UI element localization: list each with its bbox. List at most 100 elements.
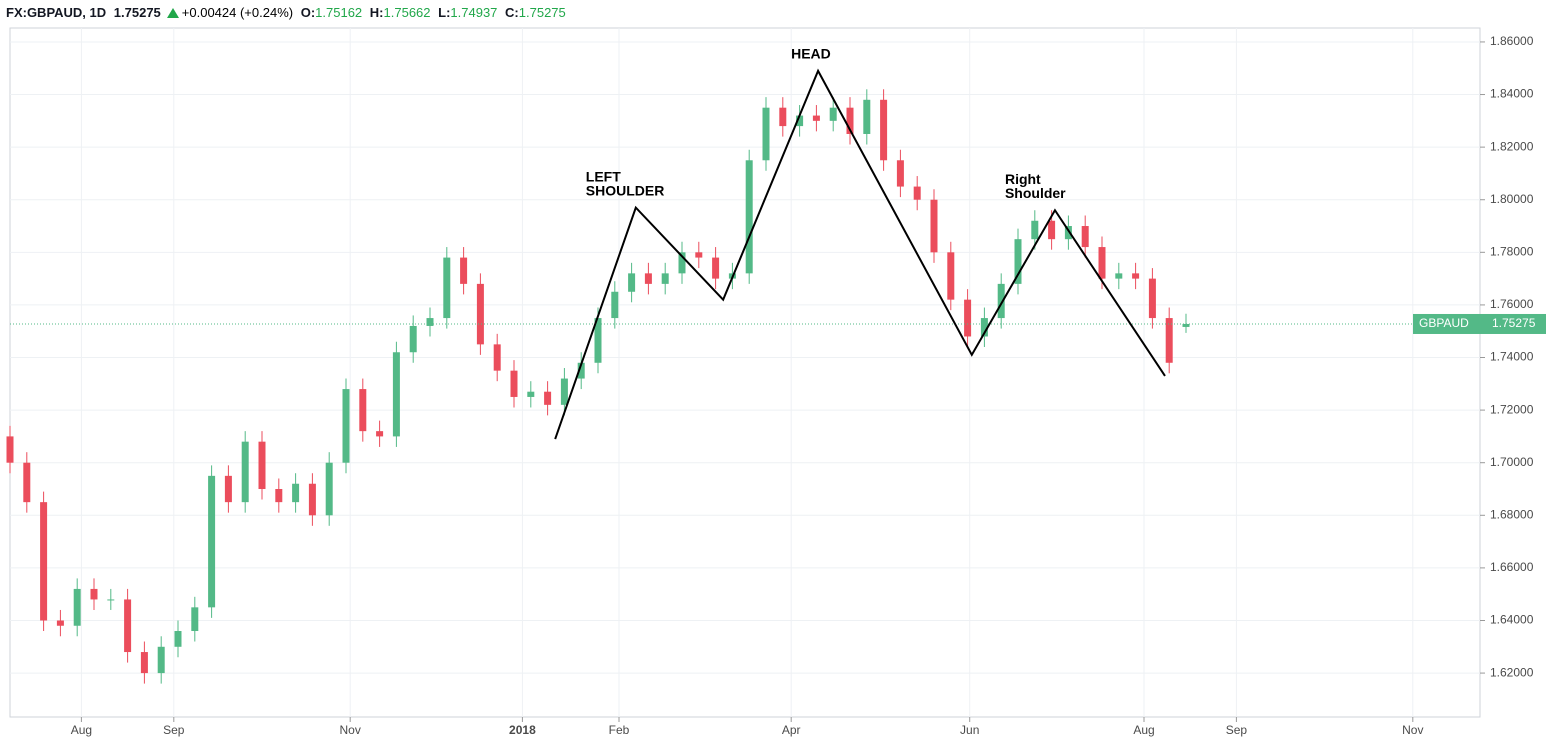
candle-body: [745, 160, 753, 274]
last-price: 1.75275: [113, 5, 161, 20]
candle-body: [342, 389, 350, 463]
candle-body: [426, 318, 434, 326]
candle-body: [964, 299, 972, 337]
close-value: 1.75275: [518, 5, 566, 20]
x-tick-label: Apr: [782, 723, 801, 737]
candle-body: [23, 462, 31, 503]
candle-body: [392, 352, 400, 437]
candle-body: [628, 273, 636, 292]
candle-body: [1031, 220, 1039, 240]
candle-body: [1132, 273, 1140, 279]
candle-body: [1115, 273, 1123, 279]
y-tick-label: 1.64000: [1490, 613, 1534, 627]
candle-body: [325, 462, 333, 516]
candle-body: [124, 599, 132, 653]
candle-body: [644, 273, 652, 284]
candle-body: [812, 115, 820, 121]
candle-body: [292, 483, 300, 503]
open-value: 1.75162: [315, 5, 363, 20]
candle-body: [140, 652, 148, 674]
candle-body: [779, 107, 787, 127]
candle-body: [460, 257, 468, 284]
candle-body: [208, 475, 216, 608]
candle-body: [359, 389, 367, 432]
candle-body: [796, 115, 804, 127]
x-tick-label: Sep: [1226, 723, 1248, 737]
candle-body: [1014, 239, 1022, 284]
x-tick-label: Nov: [1402, 723, 1423, 737]
pattern-label: HEAD: [791, 46, 831, 62]
candle-body: [493, 344, 501, 371]
symbol: FX:GBPAUD, 1D: [6, 5, 107, 20]
candle-body: [980, 318, 988, 337]
candle-body: [880, 99, 888, 161]
candle-body: [6, 436, 14, 463]
candle-body: [896, 160, 904, 187]
candle-body: [661, 273, 669, 284]
candle-body: [443, 257, 451, 319]
header: FX:GBPAUD, 1D 1.75275 +0.00424 (+0.24%) O…: [0, 0, 1546, 26]
last-price-label: 1.75275: [1492, 316, 1536, 330]
x-tick-label: Nov: [340, 723, 361, 737]
candle-body: [157, 646, 165, 674]
candle-body: [1148, 278, 1156, 319]
candle-body: [174, 631, 182, 647]
candle-body: [611, 291, 619, 319]
series-name: GBPAUD: [1419, 316, 1469, 330]
x-tick-label: Jun: [960, 723, 979, 737]
candle-body: [56, 620, 64, 626]
candle-body: [1081, 226, 1089, 248]
candle-body: [577, 362, 585, 379]
low-value: 1.74937: [450, 5, 498, 20]
change: +0.00424 (+0.24%): [181, 5, 294, 20]
candle-body: [1165, 318, 1173, 363]
candle-body: [224, 475, 232, 503]
candle-body: [544, 391, 552, 405]
candle-body: [241, 441, 249, 503]
ohlc-label: C:: [505, 5, 519, 20]
candle-body: [560, 378, 568, 405]
y-tick-label: 1.82000: [1490, 139, 1534, 153]
plot-frame: [9, 27, 1481, 718]
x-tick-label: Aug: [71, 723, 92, 737]
candle-body: [930, 199, 938, 253]
candle-body: [409, 325, 417, 353]
y-tick-label: 1.66000: [1490, 560, 1534, 574]
candle-body: [527, 391, 535, 397]
x-tick-label: Feb: [609, 723, 630, 737]
x-tick-label: Aug: [1133, 723, 1154, 737]
last-price-tag: [1413, 313, 1546, 334]
candle-body: [90, 588, 98, 600]
candle-body: [678, 252, 686, 274]
candle-body: [40, 502, 48, 621]
y-tick-label: 1.72000: [1490, 402, 1534, 416]
y-tick-label: 1.62000: [1490, 665, 1534, 679]
candle-body: [510, 370, 518, 397]
up-arrow: [166, 8, 179, 18]
y-tick-label: 1.78000: [1490, 244, 1534, 258]
high-value: 1.75662: [383, 5, 431, 20]
candle-body: [107, 599, 115, 601]
candle-body: [913, 186, 921, 200]
candle-body: [997, 283, 1005, 319]
pattern-label: LEFT: [586, 168, 621, 184]
ohlc-label: O:: [300, 5, 316, 20]
candle-body: [73, 588, 81, 626]
y-tick-label: 1.84000: [1490, 87, 1534, 101]
pattern-line: [554, 68, 1166, 440]
candle-body: [863, 99, 871, 134]
candle-body: [1098, 247, 1106, 279]
candle-body: [1182, 323, 1190, 327]
ohlc-label: H:: [369, 5, 384, 20]
candle-body: [258, 441, 266, 489]
candle-body: [762, 107, 770, 161]
ohlc-label: L:: [438, 5, 451, 20]
candle-body: [376, 431, 384, 437]
y-tick-label: 1.80000: [1490, 192, 1534, 206]
candle-body: [308, 483, 316, 516]
x-tick-label: Sep: [163, 723, 185, 737]
y-tick-label: 1.86000: [1490, 34, 1534, 48]
pattern-label: Shoulder: [1005, 185, 1066, 201]
